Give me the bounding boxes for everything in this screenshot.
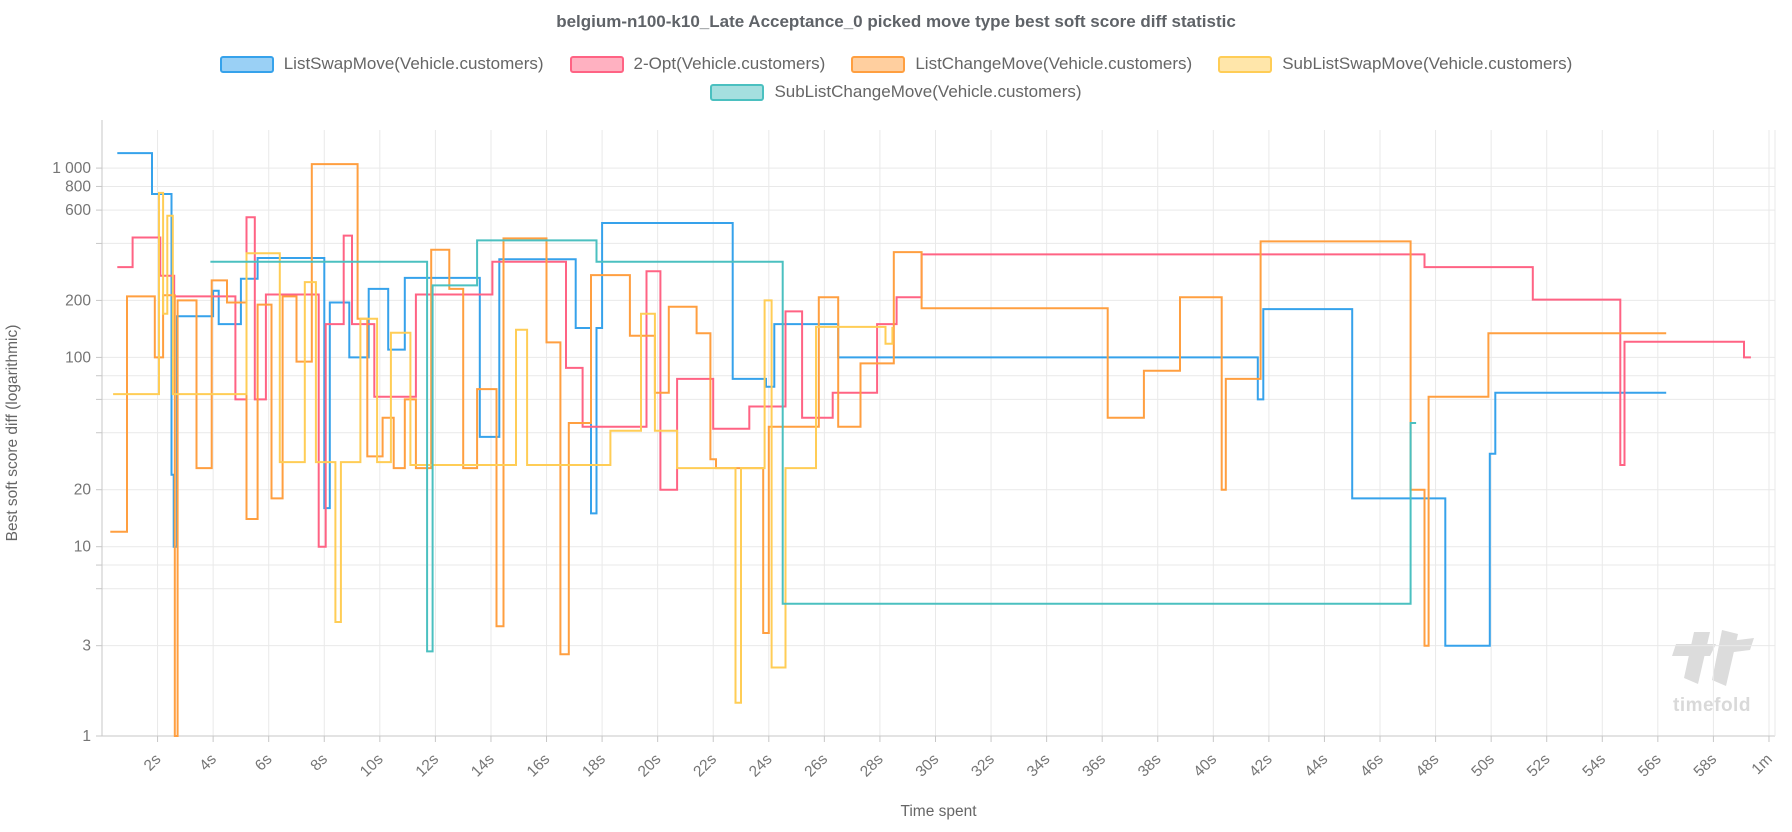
- x-tick-label: 56s: [1635, 751, 1665, 781]
- legend: ListSwapMove(Vehicle.customers) 2-Opt(Veh…: [0, 54, 1792, 102]
- x-tick-label: 58s: [1691, 751, 1721, 781]
- legend-swatch-icon: [569, 55, 624, 73]
- legend-swatch-icon: [710, 83, 765, 101]
- legend-swatch-icon: [851, 55, 906, 73]
- x-tick-label: 36s: [1079, 751, 1109, 781]
- y-tick-label: 200: [65, 292, 91, 309]
- legend-row: SubListChangeMove(Vehicle.customers): [710, 82, 1082, 102]
- series-lines: [110, 152, 1751, 737]
- x-tick-label: 24s: [746, 751, 776, 781]
- x-tick-label: 26s: [801, 751, 831, 781]
- x-tick-label: 38s: [1135, 751, 1165, 781]
- legend-item-label: SubListChangeMove(Vehicle.customers): [774, 82, 1082, 101]
- x-tick-label: 14s: [468, 751, 498, 781]
- legend-row: ListSwapMove(Vehicle.customers) 2-Opt(Veh…: [219, 54, 1572, 74]
- x-tick-label: 50s: [1468, 751, 1498, 781]
- x-tick-label: 44s: [1302, 751, 1332, 781]
- x-tick-label: 16s: [524, 751, 554, 781]
- x-tick-label: 2s: [141, 751, 165, 775]
- series-line-sublistswapmove: [113, 191, 894, 704]
- legend-item-sublistchangemove[interactable]: SubListChangeMove(Vehicle.customers): [710, 82, 1082, 102]
- x-tick-label: 12s: [413, 751, 443, 781]
- legend-item-label: ListSwapMove(Vehicle.customers): [283, 54, 544, 73]
- y-tick-label: 1: [82, 728, 91, 745]
- x-tick-label: 4s: [196, 751, 220, 775]
- legend-item-2-opt[interactable]: 2-Opt(Vehicle.customers): [569, 54, 826, 74]
- x-tick-label: 52s: [1524, 751, 1554, 781]
- x-tick-label: 32s: [968, 751, 998, 781]
- x-tick-label: 34s: [1024, 751, 1054, 781]
- x-axis-title: Time spent: [900, 803, 977, 820]
- y-tick-label: 600: [65, 202, 91, 219]
- legend-swatch-icon: [219, 55, 274, 73]
- x-tick-label: 28s: [857, 751, 887, 781]
- legend-item-label: ListChangeMove(Vehicle.customers): [915, 54, 1193, 73]
- gridlines: [102, 130, 1775, 737]
- x-tick-label: 22s: [690, 751, 720, 781]
- x-tick-label: 20s: [635, 751, 665, 781]
- chart-title: belgium-n100-k10_Late Acceptance_0 picke…: [556, 12, 1236, 31]
- legend-item-label: SubListSwapMove(Vehicle.customers): [1282, 54, 1573, 73]
- legend-item-listchangemove[interactable]: ListChangeMove(Vehicle.customers): [851, 54, 1192, 74]
- axes: [96, 120, 1776, 742]
- x-tick-label: 1m: [1749, 751, 1776, 778]
- x-tick-label: 42s: [1246, 751, 1276, 781]
- legend-item-listswapmove[interactable]: ListSwapMove(Vehicle.customers): [219, 54, 544, 74]
- y-axis-title: Best soft score diff (logarithmic): [4, 325, 21, 542]
- x-tick-label: 54s: [1579, 751, 1609, 781]
- series-line-listchangemove: [110, 163, 1667, 737]
- x-tick-label: 40s: [1190, 751, 1220, 781]
- legend-swatch-icon: [1218, 55, 1273, 73]
- watermark-text: timefold: [1673, 695, 1751, 716]
- legend-item-sublistswapmove[interactable]: SubListSwapMove(Vehicle.customers): [1218, 54, 1572, 74]
- y-tick-label: 800: [65, 178, 91, 195]
- x-tick-label: 18s: [579, 751, 609, 781]
- y-tick-label: 20: [74, 482, 92, 499]
- x-tick-label: 46s: [1357, 751, 1387, 781]
- x-tick-label: 48s: [1413, 751, 1443, 781]
- y-tick-label: 1 000: [52, 160, 91, 177]
- series-line-2-opt: [117, 216, 1751, 548]
- legend-item-label: 2-Opt(Vehicle.customers): [633, 54, 826, 73]
- x-tick-label: 6s: [252, 751, 276, 775]
- series-line-sublistchangemove: [210, 239, 1417, 653]
- x-tick-label: 8s: [307, 751, 331, 775]
- x-tick-label: 10s: [357, 751, 387, 781]
- x-tick-label: 30s: [913, 751, 943, 781]
- series-line-listswapmove: [117, 152, 1667, 647]
- y-tick-label: 10: [74, 539, 92, 556]
- y-tick-label: 100: [65, 349, 91, 366]
- y-tick-label: 3: [82, 638, 91, 655]
